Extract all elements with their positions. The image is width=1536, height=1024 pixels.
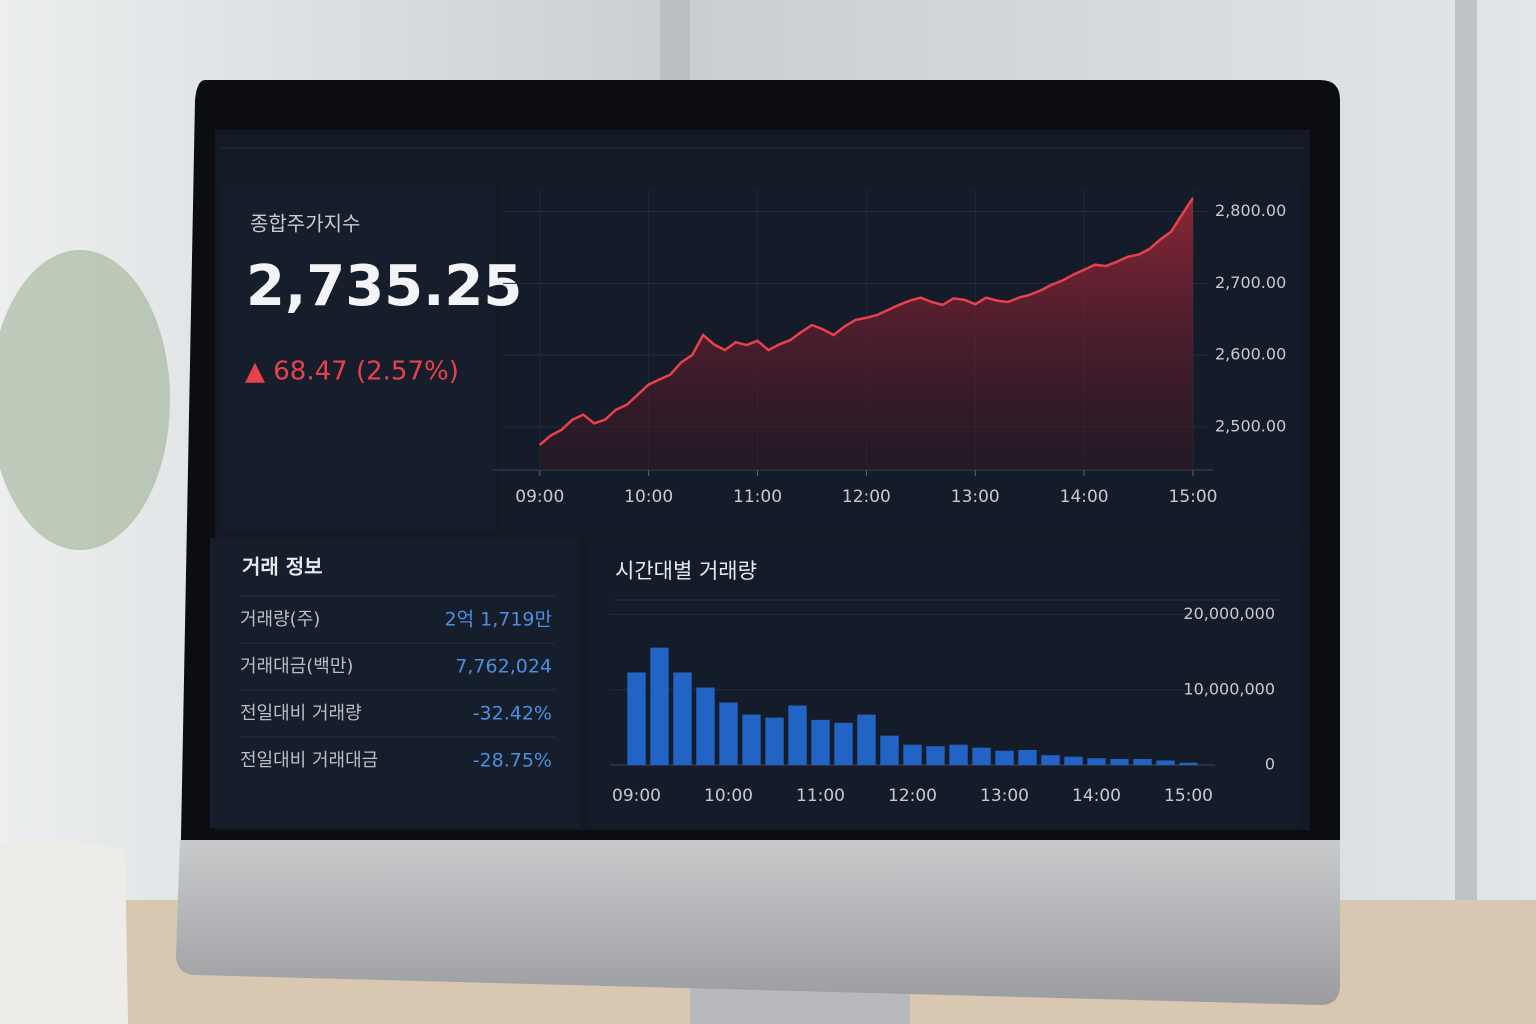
y-tick-label: 0 — [1265, 755, 1275, 774]
x-tick-label: 09:00 — [612, 786, 661, 806]
bar — [880, 735, 899, 765]
row-value: 2억 1,719만 — [445, 609, 552, 631]
x-tick-label: 13:00 — [980, 786, 1029, 806]
y-tick-label: 20,000,000 — [1183, 604, 1275, 623]
x-tick-label: 09:00 — [515, 487, 564, 507]
y-tick-label: 10,000,000 — [1183, 679, 1275, 698]
index-change: ▲ 68.47 (2.57%) — [245, 357, 459, 387]
x-tick-label: 10:00 — [624, 487, 673, 507]
bar — [903, 744, 922, 765]
index-title: 종합주가지수 — [250, 212, 360, 236]
charts: 2,500.00 2,600.00 2,700.00 2,800.00 09:00 10:… — [493, 190, 1286, 806]
bar — [857, 714, 876, 765]
row-label: 전일대비 거래대금 — [240, 750, 378, 771]
bar — [788, 705, 807, 765]
bar — [834, 722, 853, 765]
bar — [696, 687, 715, 765]
y-tick-label: 2,800.00 — [1215, 201, 1286, 220]
row-value: -28.75% — [473, 750, 552, 772]
bar — [1064, 756, 1083, 765]
x-tick-label: 14:00 — [1072, 786, 1121, 806]
bar-panel — [588, 538, 1300, 828]
bar — [1133, 758, 1152, 765]
chart-title: 시간대별 거래량 — [615, 559, 757, 583]
bar — [972, 747, 991, 765]
x-tick-label: 14:00 — [1060, 487, 1109, 507]
window-frame — [1455, 0, 1477, 1024]
bar — [1087, 758, 1106, 765]
trade-title: 거래 정보 — [242, 555, 323, 579]
x-tick-label: 10:00 — [704, 786, 753, 806]
bar — [1110, 758, 1129, 765]
bar — [811, 719, 830, 765]
x-tick-label: 15:00 — [1169, 487, 1218, 507]
bar — [1041, 755, 1060, 765]
y-tick-label: 2,500.00 — [1215, 416, 1286, 435]
x-tick-label: 11:00 — [733, 487, 782, 507]
x-tick-label: 15:00 — [1164, 786, 1213, 806]
row-label: 전일대비 거래량 — [240, 703, 362, 724]
bar — [627, 672, 646, 765]
x-tick-label: 12:00 — [888, 786, 937, 806]
y-tick-label: 2,700.00 — [1215, 273, 1286, 292]
bar — [1018, 749, 1037, 765]
row-value: -32.42% — [473, 703, 552, 725]
bar — [719, 702, 738, 765]
monitor-chin — [176, 840, 1340, 1005]
bar — [673, 672, 692, 765]
trade-panel — [210, 538, 580, 828]
row-label: 거래량(주) — [240, 609, 320, 630]
x-tick-label: 13:00 — [951, 487, 1000, 507]
area — [539, 197, 1193, 470]
index-panel — [220, 185, 495, 530]
row-value: 7,762,024 — [455, 656, 552, 678]
line — [538, 197, 1195, 446]
bar — [1156, 760, 1175, 765]
x-tick-label: 11:00 — [796, 786, 845, 806]
plant — [0, 250, 170, 550]
y-tick-label: 2,600.00 — [1215, 345, 1286, 364]
bar — [765, 717, 784, 765]
bar — [742, 714, 761, 765]
bar — [926, 746, 945, 765]
cup — [0, 841, 128, 1024]
bar — [1179, 762, 1198, 765]
index-value: 2,735.25 — [246, 254, 522, 319]
bar — [949, 744, 968, 765]
x-tick-label: 12:00 — [842, 487, 891, 507]
row-label: 거래대금(백만) — [240, 656, 353, 677]
bar — [650, 647, 669, 765]
bar — [995, 750, 1014, 765]
